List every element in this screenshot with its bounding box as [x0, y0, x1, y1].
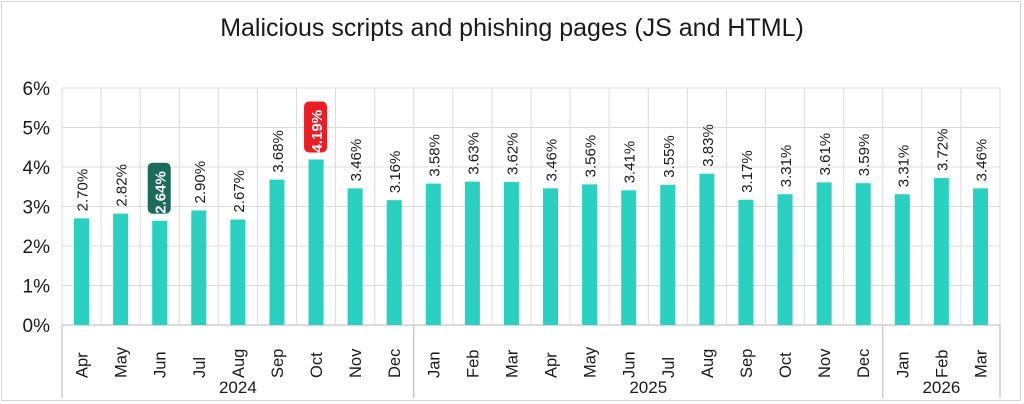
- x-tick-label: Jul: [191, 357, 209, 378]
- x-tick-label: Mar: [503, 349, 521, 378]
- bar: [972, 188, 988, 325]
- bar: [503, 182, 519, 325]
- y-tick-label: 1%: [23, 277, 51, 298]
- y-tick-label: 3%: [23, 198, 51, 219]
- data-label: 2.70%: [75, 169, 92, 212]
- bar: [386, 200, 402, 325]
- data-label: 3.62%: [504, 132, 521, 175]
- x-tick-label: Apr: [543, 352, 561, 378]
- bar: [660, 184, 676, 325]
- chart-title: Malicious scripts and phishing pages (JS…: [220, 14, 804, 42]
- y-tick-label: 2%: [23, 237, 51, 258]
- x-tick-label: Aug: [230, 349, 248, 378]
- data-label: 2.64%: [153, 171, 170, 214]
- data-label: 3.41%: [622, 141, 639, 184]
- data-label-highlight: [304, 101, 328, 153]
- x-tick-label: Jan: [894, 351, 912, 378]
- data-label: 3.56%: [583, 135, 600, 178]
- bars: [74, 159, 988, 325]
- year-axis: 2024 2025 2026: [61, 325, 1001, 398]
- bar: [464, 181, 480, 325]
- bar: [816, 182, 832, 325]
- x-tick-label: Aug: [699, 349, 717, 378]
- bar: [113, 213, 129, 325]
- x-tick-label: Nov: [347, 348, 365, 378]
- x-tick-label: Sep: [738, 349, 756, 378]
- year-label: 2025: [629, 378, 667, 397]
- data-label: 3.61%: [817, 133, 834, 176]
- data-label: 3.16%: [387, 151, 404, 194]
- data-label: 3.58%: [426, 134, 443, 177]
- year-label: 2026: [922, 378, 960, 397]
- data-label: 3.46%: [544, 139, 561, 182]
- bar: [425, 183, 441, 325]
- x-tick-label: May: [582, 346, 600, 378]
- y-tick-label: 5%: [23, 119, 51, 140]
- data-label: 3.31%: [778, 145, 795, 188]
- bar: [543, 188, 559, 325]
- bar: [855, 183, 871, 325]
- bar: [777, 194, 793, 325]
- bar: [74, 218, 90, 325]
- x-tick-label: Nov: [816, 348, 834, 378]
- y-axis: 0% 1% 2% 3% 4% 5% 6%: [23, 79, 51, 337]
- data-label: 3.46%: [348, 139, 365, 182]
- data-labels: 2.70% 2.82% 2.64% 2.90% 2.67% 3.68% 4.19% 3.46%…: [75, 101, 990, 214]
- x-tick-label: Jun: [621, 351, 639, 378]
- x-tick-label: Feb: [933, 350, 951, 378]
- x-tick-label: Feb: [464, 350, 482, 378]
- x-tick-label: May: [113, 346, 131, 378]
- data-label: 3.59%: [856, 134, 873, 177]
- data-label: 2.82%: [114, 164, 131, 207]
- data-label: 3.46%: [973, 139, 990, 182]
- gridlines: [61, 87, 1001, 326]
- data-label: 3.31%: [895, 145, 912, 188]
- y-tick-label: 6%: [23, 79, 51, 100]
- x-axis: Apr May Jun Jul Aug Sep Oct Nov Dec Jan Feb Mar Apr M…: [74, 346, 991, 378]
- x-tick-label: Jan: [425, 351, 443, 378]
- bar: [269, 179, 285, 325]
- data-label-highlight: [147, 162, 171, 214]
- x-tick-label: Mar: [972, 349, 990, 378]
- bar: [308, 159, 324, 325]
- x-tick-label: Sep: [269, 349, 287, 378]
- data-label: 2.67%: [231, 170, 248, 213]
- data-label: 3.17%: [739, 150, 756, 193]
- data-label: 3.72%: [934, 129, 951, 172]
- data-label: 4.19%: [309, 110, 326, 153]
- x-tick-label: Dec: [386, 349, 404, 378]
- bar: [152, 220, 168, 325]
- data-label: 2.90%: [192, 161, 209, 204]
- year-label: 2024: [219, 378, 257, 397]
- data-label: 3.55%: [661, 135, 678, 178]
- data-label: 3.83%: [700, 124, 717, 167]
- y-tick-label: 4%: [23, 158, 51, 179]
- x-tick-label: Apr: [74, 352, 92, 378]
- bar: [230, 219, 246, 325]
- bar: [699, 173, 715, 325]
- bar: [582, 184, 598, 325]
- bar: [738, 199, 754, 325]
- bar: [933, 178, 949, 325]
- x-tick-label: Oct: [308, 352, 326, 378]
- x-tick-label: Dec: [855, 349, 873, 378]
- bar: [191, 210, 207, 325]
- bar: [894, 194, 910, 325]
- data-label: 3.63%: [465, 132, 482, 175]
- y-tick-label: 0%: [23, 316, 51, 337]
- x-tick-label: Jun: [152, 351, 170, 378]
- x-tick-label: Oct: [777, 352, 795, 378]
- bar: [621, 190, 637, 325]
- x-tick-label: Jul: [660, 357, 678, 378]
- bar: [347, 188, 363, 325]
- data-label: 3.68%: [270, 130, 287, 173]
